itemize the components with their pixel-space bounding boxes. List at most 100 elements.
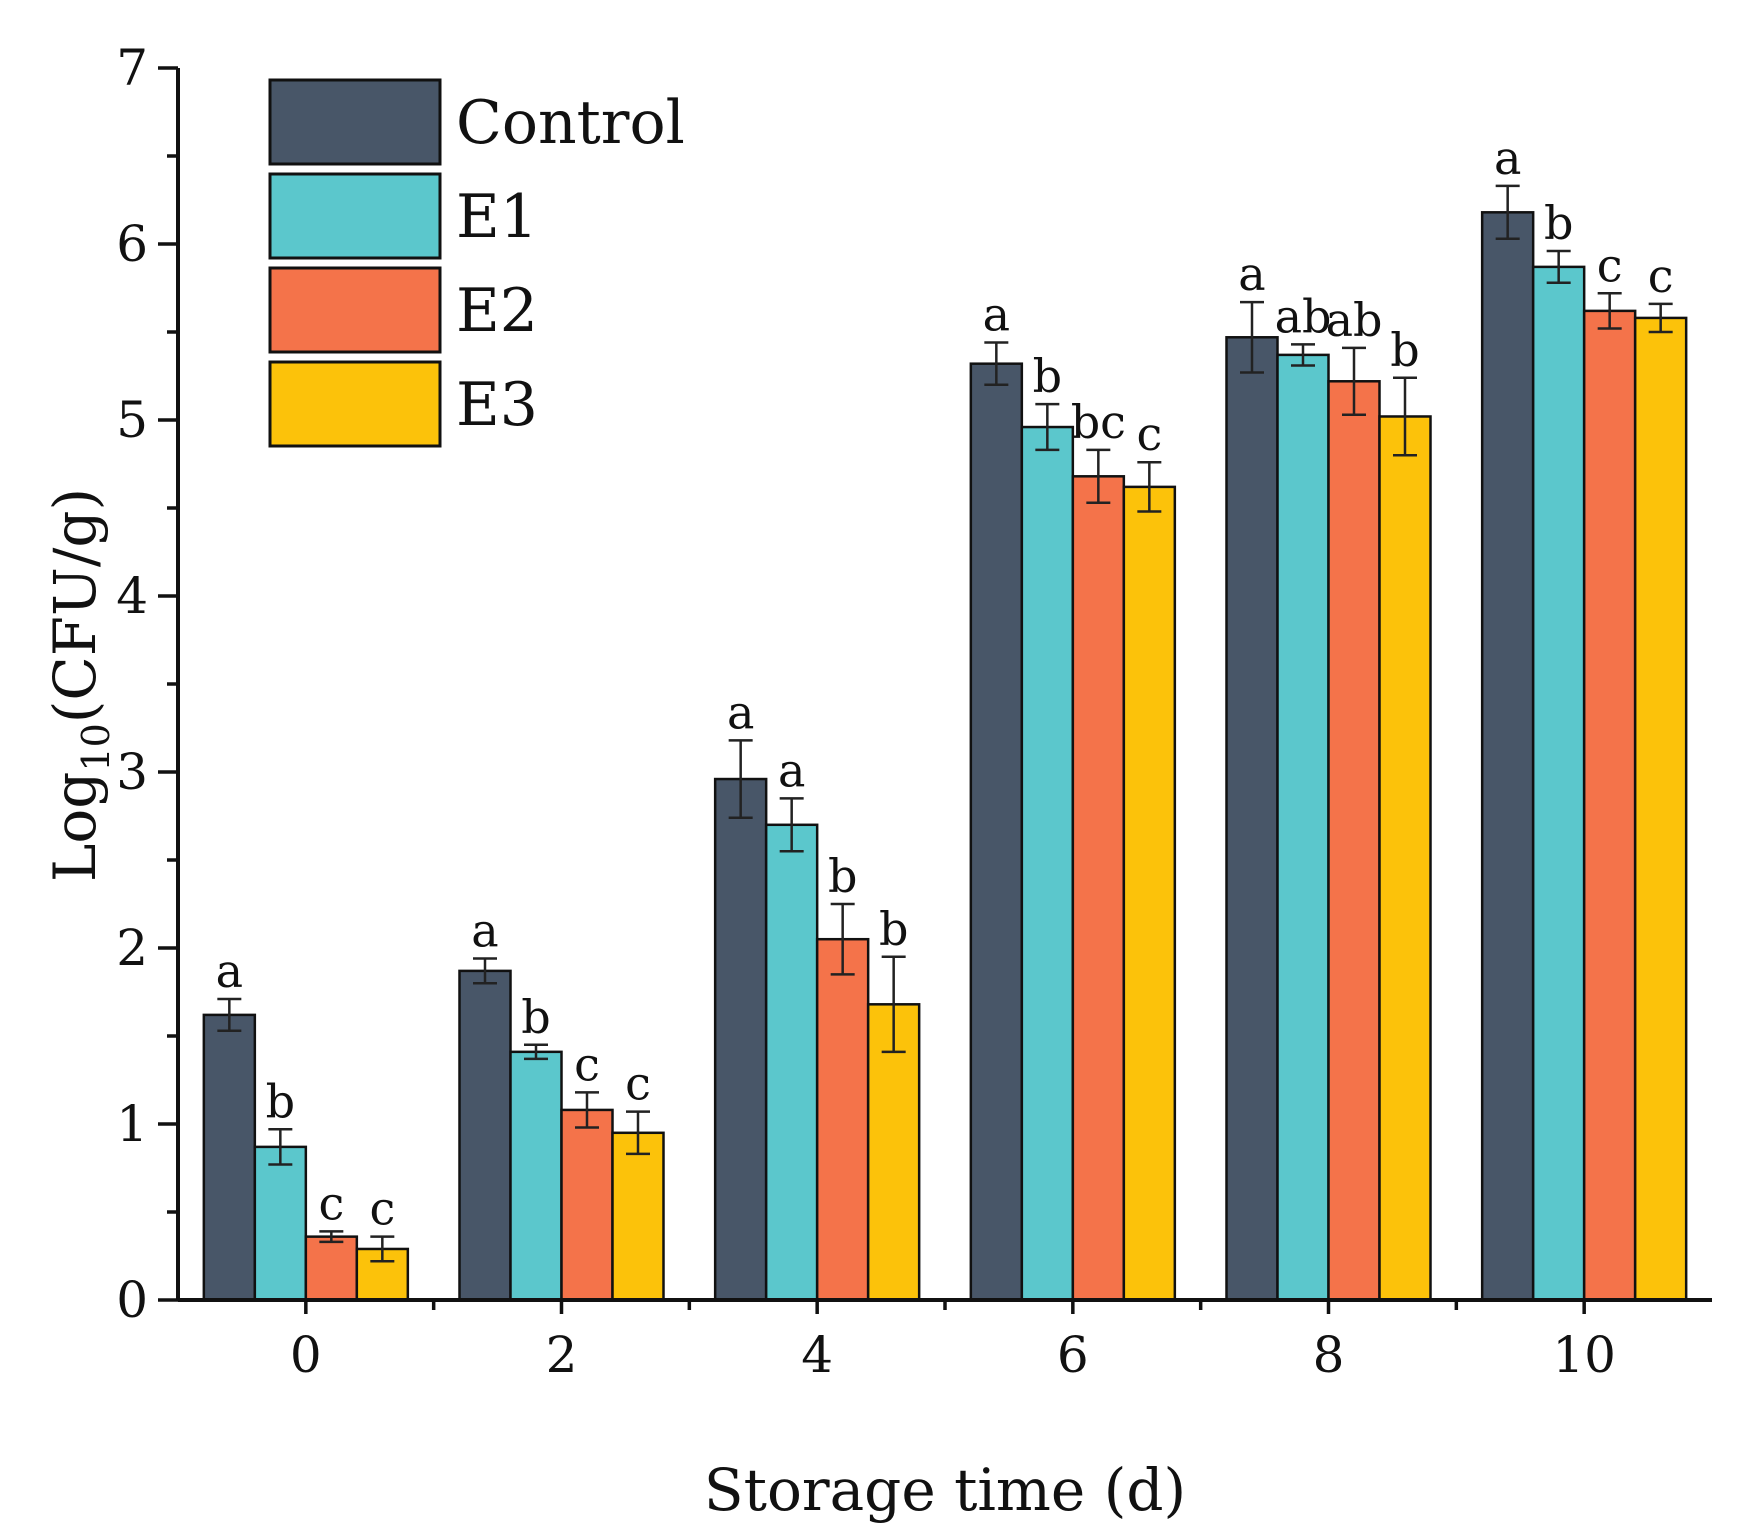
y-tick-label: 4 bbox=[116, 567, 148, 625]
bar-control-8 bbox=[1225, 336, 1279, 1302]
y-tick-label: 7 bbox=[116, 39, 148, 97]
y-tick-label: 1 bbox=[116, 1095, 148, 1153]
bar-control-0 bbox=[202, 1013, 257, 1302]
y-tick-label: 3 bbox=[116, 743, 148, 801]
y-tick-label: 2 bbox=[116, 919, 148, 977]
bar-e2-10 bbox=[1582, 309, 1637, 1302]
bar-e3-6 bbox=[1122, 485, 1177, 1302]
legend-swatch-e1 bbox=[268, 172, 442, 260]
error-bar bbox=[1137, 460, 1162, 513]
bar-e1-4 bbox=[764, 823, 819, 1302]
significance-letter: a bbox=[778, 743, 805, 797]
bar-e1-10 bbox=[1531, 265, 1586, 1302]
legend-label-control: Control bbox=[456, 88, 685, 158]
significance-letter: a bbox=[727, 685, 754, 739]
error-bar bbox=[1240, 300, 1264, 374]
bar-e1-0 bbox=[253, 1145, 308, 1302]
x-tick-label: 4 bbox=[801, 1326, 833, 1384]
x-tick-label: 8 bbox=[1313, 1326, 1345, 1384]
legend-label-e1: E1 bbox=[456, 182, 538, 252]
bar-e1-6 bbox=[1020, 425, 1075, 1302]
error-bar bbox=[1342, 346, 1366, 416]
x-tick-label: 6 bbox=[1057, 1326, 1089, 1384]
y-tick-label: 0 bbox=[116, 1271, 148, 1329]
y-axis-title: Log10(CFU/g) bbox=[41, 488, 118, 882]
significance-letter: b bbox=[879, 902, 908, 956]
significance-letter: b bbox=[1544, 196, 1573, 250]
error-bar bbox=[1546, 249, 1571, 284]
bar-e3-10 bbox=[1633, 316, 1688, 1302]
significance-letter: b bbox=[521, 990, 550, 1044]
error-bar bbox=[1597, 292, 1622, 330]
significance-letter: ab bbox=[1326, 293, 1383, 347]
significance-letter: a bbox=[1238, 247, 1265, 301]
error-bar bbox=[1495, 184, 1520, 240]
legend-label-e3: E3 bbox=[456, 370, 538, 440]
bar-e3-2 bbox=[611, 1131, 665, 1302]
error-bar bbox=[1393, 376, 1417, 457]
significance-letter: bc bbox=[1071, 395, 1126, 449]
x-tick-label: 2 bbox=[546, 1326, 578, 1384]
significance-letter: b bbox=[828, 849, 857, 903]
y-axis-title-main: Log bbox=[41, 772, 109, 883]
significance-letter: c bbox=[1597, 238, 1623, 292]
bar-control-2 bbox=[458, 969, 512, 1302]
legend-swatch-e3 bbox=[268, 360, 442, 448]
bar-e1-8 bbox=[1276, 353, 1330, 1302]
bar-e2-2 bbox=[560, 1108, 614, 1302]
bar-e3-4 bbox=[866, 1003, 921, 1302]
error-bar bbox=[1086, 448, 1111, 504]
x-tick-label: 10 bbox=[1552, 1326, 1616, 1384]
error-bar bbox=[830, 902, 855, 976]
significance-letter: a bbox=[1494, 131, 1521, 185]
significance-letter: b bbox=[1390, 323, 1419, 377]
significance-letter: c bbox=[625, 1057, 651, 1111]
legend: Control E1 E2 E3 bbox=[268, 78, 685, 448]
error-bar bbox=[1035, 402, 1060, 452]
bar-e2-0 bbox=[304, 1235, 359, 1302]
significance-letter: c bbox=[1136, 407, 1162, 461]
bar-e1-2 bbox=[509, 1050, 563, 1302]
error-bar bbox=[319, 1230, 344, 1244]
error-bar bbox=[881, 955, 906, 1054]
error-bar bbox=[575, 1091, 599, 1129]
error-bar bbox=[626, 1110, 650, 1156]
axis-titles: Storage time (d) Log10(CFU/g) bbox=[41, 488, 1186, 1524]
significance-letter: c bbox=[369, 1182, 395, 1236]
error-bar bbox=[1648, 302, 1673, 334]
significance-letter: a bbox=[216, 944, 243, 998]
y-axis-title-unit: (CFU/g) bbox=[41, 488, 109, 723]
significance-letter: ab bbox=[1275, 289, 1332, 343]
bar-control-6 bbox=[969, 362, 1024, 1302]
x-axis-title: Storage time (d) bbox=[704, 1456, 1186, 1524]
bar-e3-8 bbox=[1378, 415, 1432, 1302]
error-bar bbox=[473, 957, 497, 985]
significance-letter: a bbox=[471, 904, 498, 958]
error-bar bbox=[524, 1043, 548, 1061]
bar-e2-8 bbox=[1327, 380, 1381, 1302]
error-bar bbox=[217, 997, 242, 1032]
y-ticks: 0 1 2 3 4 5 6 7 bbox=[116, 39, 178, 1329]
error-bar bbox=[984, 341, 1009, 387]
y-tick-label: 6 bbox=[116, 215, 148, 273]
significance-letter: a bbox=[983, 288, 1010, 342]
bar-control-4 bbox=[713, 777, 768, 1302]
error-bar bbox=[728, 739, 753, 820]
y-tick-label: 5 bbox=[116, 391, 148, 449]
error-bar bbox=[268, 1128, 293, 1166]
significance-letter: c bbox=[1648, 249, 1674, 303]
y-axis-title-subscript: 10 bbox=[74, 723, 118, 771]
bar-e2-4 bbox=[815, 937, 870, 1302]
legend-swatch-control bbox=[268, 78, 442, 166]
legend-label-e2: E2 bbox=[456, 276, 538, 346]
legend-swatch-e2 bbox=[268, 266, 442, 354]
bar-e2-6 bbox=[1071, 475, 1126, 1302]
error-bar bbox=[1291, 343, 1315, 367]
significance-letter: b bbox=[1033, 349, 1062, 403]
error-bar bbox=[370, 1235, 395, 1263]
significance-letter: b bbox=[266, 1074, 295, 1128]
x-tick-label: 0 bbox=[290, 1326, 322, 1384]
